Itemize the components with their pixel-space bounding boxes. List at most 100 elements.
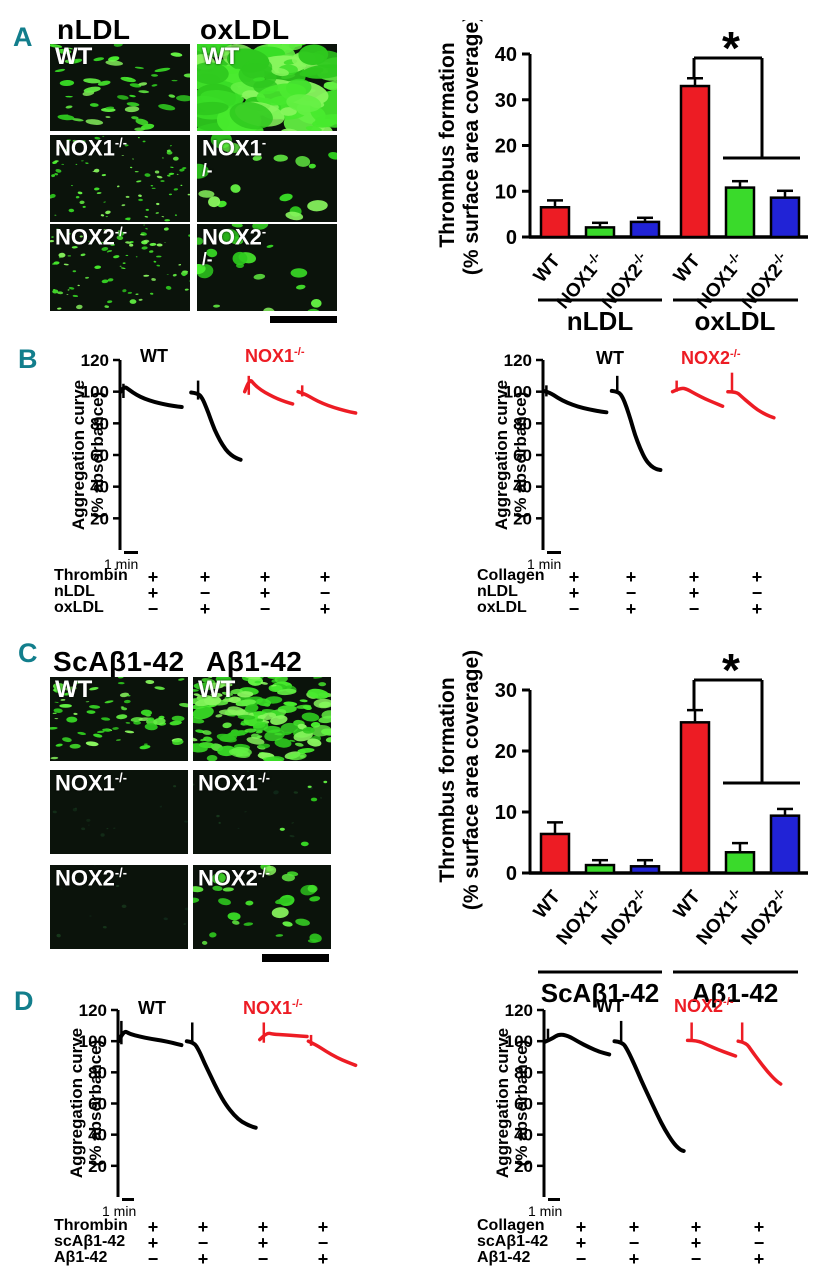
condition-sign: +	[257, 1217, 269, 1237]
thrombus_abeta-svg: 0 10 20 30 Thrombus formation(% surface area…	[436, 644, 808, 1008]
aggregation-trace-black	[542, 1032, 612, 1057]
series-label-wt: WT	[596, 348, 624, 368]
micrograph-image	[197, 135, 337, 222]
micrograph-image	[50, 224, 190, 311]
thrombus_ldl-svg: 0 10 20 30 40 Thrombus formation(% surface ar…	[436, 20, 808, 336]
y-tick-label: 100	[505, 1032, 533, 1051]
condition-sign: +	[147, 583, 159, 603]
micrograph-image	[50, 135, 190, 222]
condition-sign: +	[628, 1217, 640, 1237]
sig-asterisk: *	[722, 644, 740, 696]
time-scale-label: 1 min	[104, 556, 139, 572]
y-tick-label: 80	[513, 414, 532, 433]
panel-c-letter: C	[18, 638, 38, 668]
condition-sign: −	[257, 1249, 269, 1269]
y-tick-label: 0	[506, 863, 517, 885]
condition-sign: +	[147, 1233, 159, 1253]
y-tick-label: 60	[514, 1095, 533, 1114]
micrograph-tile: NOX1-/-	[197, 135, 337, 222]
y-axis-label: Aggregation curve(% absorbance)	[67, 1028, 105, 1178]
condition-row-label: Collagen	[477, 567, 545, 584]
condition-row-label: Thrombin	[54, 1217, 128, 1234]
y-tick-label: 30	[495, 90, 517, 112]
condition-sign: +	[199, 567, 211, 587]
aggregation-trace-red	[726, 389, 776, 420]
y-tick-label: 100	[79, 1032, 107, 1051]
scale-bar	[270, 316, 337, 323]
series-label-nox2: NOX2-/-	[674, 996, 734, 1016]
micrograph-genotype-label: WT	[198, 677, 236, 703]
line-plot-thrombin-ldl: 20 40 60 80 100 120 Aggregation curve(% absorb…	[40, 345, 422, 640]
condition-sign: +	[257, 1233, 269, 1253]
micrograph-genotype-label: NOX1-/-	[55, 770, 127, 796]
group-label: oxLDL	[695, 306, 776, 336]
aggregation-trace-red	[296, 389, 358, 415]
aggregation-trace-black	[116, 1029, 184, 1048]
y-tick-label: 40	[495, 44, 517, 66]
micrograph-genotype-label: WT	[202, 44, 240, 70]
y-axis-label: Aggregation curve(% absorbance)	[493, 1028, 531, 1178]
condition-sign: +	[690, 1233, 702, 1253]
aggregation-trace-black	[189, 390, 243, 462]
micrograph-grid-ldl: WT WT NOX1-/- NOX1-/- NOX2-/- NOX2-/-	[50, 44, 337, 311]
y-axis-label: Thrombus formation(% surface area covera…	[436, 20, 483, 275]
condition-sign: +	[197, 1217, 209, 1237]
micrograph-image	[197, 224, 337, 311]
condition-sign: −	[259, 599, 271, 619]
micrograph-image	[193, 770, 331, 854]
micrograph-tile: NOX1-/-	[50, 135, 190, 222]
y-tick-label: 20	[495, 741, 517, 763]
condition-sign: −	[147, 1249, 159, 1269]
aggregation-trace-red	[736, 1039, 783, 1086]
condition-row-label: oxLDL	[477, 599, 527, 616]
bar-nox2	[629, 220, 661, 239]
panel-a-letter: A	[13, 22, 33, 52]
condition-sign: +	[753, 1217, 765, 1237]
condition-sign: +	[751, 567, 763, 587]
condition-sign: −	[751, 583, 763, 603]
condition-sign: −	[197, 1233, 209, 1253]
condition-sign: −	[625, 583, 637, 603]
micrograph-genotype-label: NOX2-/-	[202, 224, 267, 270]
condition-row-label: scAβ1-42	[477, 1233, 549, 1250]
y-tick-label: 0	[506, 227, 517, 249]
micrograph-image	[193, 677, 331, 761]
y-tick-label: 40	[514, 1126, 533, 1145]
y-tick-label: 100	[81, 383, 109, 402]
x-tick-label: NOX2-/-	[735, 249, 795, 313]
bar-nox1	[724, 851, 756, 875]
micrograph-tile: NOX1-/-	[50, 770, 188, 854]
micrograph-genotype-label: NOX1-/-	[198, 770, 270, 796]
condition-sign: +	[197, 1249, 209, 1269]
agg_collagen_abeta-svg: 20 40 60 80 100 120 Aggregation curve(% absorb…	[493, 1001, 783, 1197]
y-tick-label: 40	[513, 478, 532, 497]
aggregation-trace-red	[258, 1031, 309, 1042]
x-tick-label: NOX2-/-	[595, 249, 655, 313]
condition-sign: +	[688, 583, 700, 603]
y-tick-label: 100	[504, 383, 532, 402]
condition-sign: +	[568, 583, 580, 603]
condition-sign: −	[690, 1249, 702, 1269]
condition-sign: +	[575, 1217, 587, 1237]
condition-sign: +	[199, 599, 211, 619]
y-tick-label: 30	[495, 680, 517, 702]
aggregation-trace-red	[670, 386, 725, 408]
y-tick-label: 120	[79, 1001, 107, 1020]
aggregation-trace-black	[612, 1039, 686, 1153]
agg_collagen_ldl-svg: 20 40 60 80 100 120 Aggregation curve(% absorb…	[492, 351, 776, 550]
condition-row-label: Collagen	[477, 1217, 545, 1234]
y-tick-label: 60	[90, 446, 109, 465]
time-scale-bar	[548, 1198, 560, 1201]
micrograph-tile: WT	[50, 44, 190, 131]
aggregation-trace-red	[685, 1038, 738, 1058]
condition-row-label: Thrombin	[54, 567, 128, 584]
micrograph-tile: WT	[50, 677, 188, 761]
condition-sign: +	[319, 567, 331, 587]
aggregation-trace-red	[242, 379, 295, 406]
bar-wt	[679, 721, 711, 875]
micrograph-image	[193, 865, 331, 949]
panel-b-letter: B	[18, 344, 38, 374]
bar-chart-thrombus-ldl: 0 10 20 30 40 Thrombus formation(% surface ar…	[430, 20, 822, 360]
condition-sign: +	[751, 599, 763, 619]
